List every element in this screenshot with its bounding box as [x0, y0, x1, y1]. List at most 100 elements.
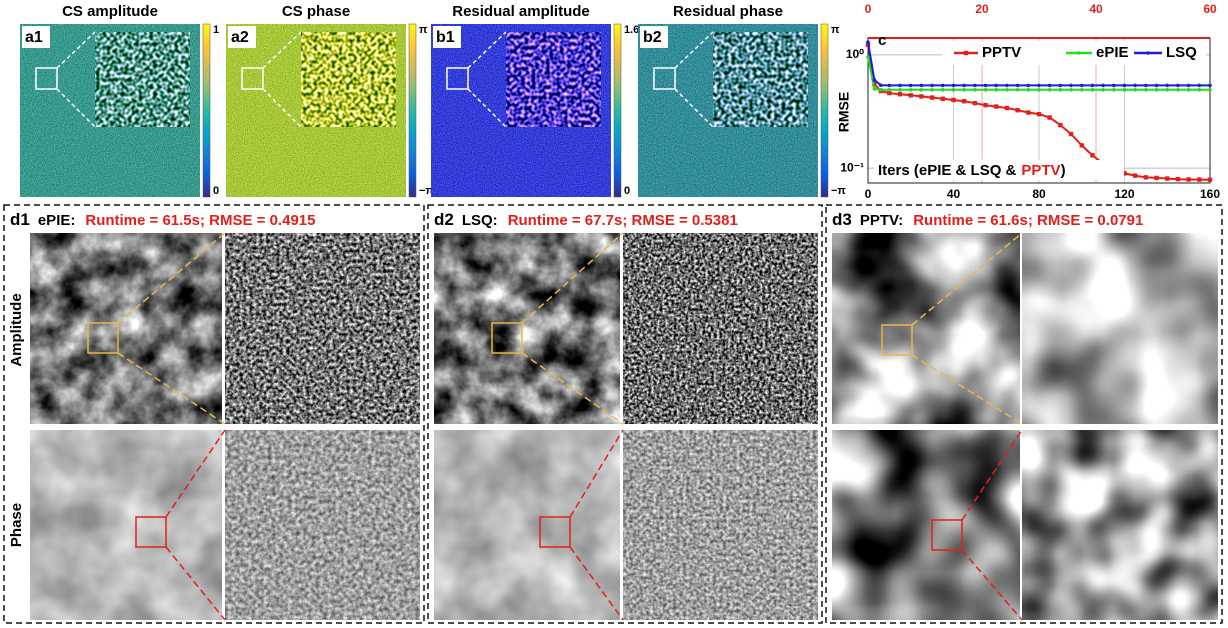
legend-marker	[1077, 51, 1081, 55]
panel-label: b1	[436, 29, 455, 46]
marker	[984, 88, 988, 92]
legend-marker	[1146, 51, 1150, 55]
marker	[973, 84, 977, 88]
marker	[930, 88, 934, 92]
x2-tick-label: 20	[975, 2, 989, 16]
marker	[1037, 84, 1041, 88]
marker	[879, 83, 883, 87]
zoom-image	[225, 430, 420, 620]
marker	[930, 95, 934, 99]
legend-label: ePIE	[1096, 44, 1129, 61]
marker	[898, 88, 902, 92]
panel-title: CS amplitude	[62, 3, 158, 20]
marker	[1208, 178, 1212, 182]
marker	[1154, 176, 1158, 180]
marker	[879, 88, 883, 92]
marker	[1144, 88, 1148, 92]
panel-title: CS phase	[282, 3, 350, 20]
panel-title: Residual amplitude	[452, 3, 590, 20]
panel-label: d3	[832, 210, 852, 229]
marker	[1165, 88, 1169, 92]
marker	[962, 88, 966, 92]
legend-marker	[964, 51, 968, 55]
marker	[1027, 84, 1031, 88]
marker	[1187, 88, 1191, 92]
marker	[952, 84, 956, 88]
marker	[866, 56, 870, 60]
x-label-suffix: )	[1061, 162, 1066, 179]
image	[434, 233, 620, 424]
result-text: Runtime = 61.5s; RMSE = 0.4915	[85, 212, 315, 229]
legend-label: PPTV	[982, 44, 1021, 61]
zoom-image	[225, 233, 420, 424]
marker	[1069, 84, 1073, 88]
marker	[1058, 123, 1062, 127]
marker	[1027, 88, 1031, 92]
marker	[1069, 88, 1073, 92]
x-label-highlight: PPTV	[1021, 162, 1060, 179]
marker	[888, 88, 892, 92]
y-tick-label: 10⁰	[846, 47, 864, 61]
marker	[1123, 84, 1127, 88]
marker	[909, 88, 913, 92]
marker	[1133, 173, 1137, 177]
x-label-prefix: Iters (ePIE & LSQ &	[878, 162, 1017, 179]
y-axis-label: RMSE	[836, 92, 852, 132]
x-axis-annotation: Iters (ePIE & LSQ &PPTV)	[878, 162, 1066, 179]
marker	[994, 104, 998, 108]
zoom-image	[1022, 430, 1218, 620]
x2-tick-label: 0	[865, 2, 872, 16]
marker	[994, 88, 998, 92]
colorbar-label: π	[831, 24, 840, 36]
result-text: Runtime = 67.7s; RMSE = 0.5381	[508, 212, 738, 229]
marker	[994, 84, 998, 88]
method-name: LSQ:	[462, 212, 498, 229]
marker	[1197, 177, 1201, 181]
x2-tick-label: 40	[1089, 2, 1103, 16]
method-name: PPTV:	[860, 212, 903, 229]
zoom-image	[623, 430, 818, 620]
image	[30, 430, 222, 620]
marker	[1165, 176, 1169, 180]
colorbar	[409, 24, 416, 197]
marker	[1016, 84, 1020, 88]
marker	[1165, 84, 1169, 88]
marker	[1208, 88, 1212, 92]
colorbar-label: −π	[831, 185, 846, 197]
marker	[1059, 88, 1063, 92]
marker	[1176, 84, 1180, 88]
marker	[941, 88, 945, 92]
marker	[984, 84, 988, 88]
marker	[873, 78, 877, 82]
marker	[1123, 88, 1127, 92]
marker	[1048, 84, 1052, 88]
zoom-image	[1022, 233, 1218, 424]
marker	[1101, 84, 1105, 88]
panel-label: a2	[231, 29, 249, 46]
panel-label: d1	[10, 210, 30, 229]
marker	[873, 87, 877, 91]
marker	[1090, 153, 1094, 157]
marker	[1198, 88, 1202, 92]
marker	[951, 98, 955, 102]
row-label: Phase	[8, 503, 25, 547]
marker	[919, 94, 923, 98]
marker	[962, 99, 966, 103]
marker	[1112, 84, 1116, 88]
marker	[1133, 84, 1137, 88]
marker	[1026, 110, 1030, 114]
image	[434, 430, 620, 620]
y-tick-label: 10⁻¹	[840, 160, 864, 174]
marker	[1080, 84, 1084, 88]
image	[832, 233, 1020, 424]
marker	[1059, 84, 1063, 88]
marker	[1091, 84, 1095, 88]
marker	[962, 84, 966, 88]
x-tick-label: 40	[947, 187, 961, 201]
marker	[1186, 177, 1190, 181]
marker	[1112, 88, 1116, 92]
colorbar	[821, 24, 828, 197]
marker	[1198, 84, 1202, 88]
colorbar-label: π	[419, 24, 428, 36]
